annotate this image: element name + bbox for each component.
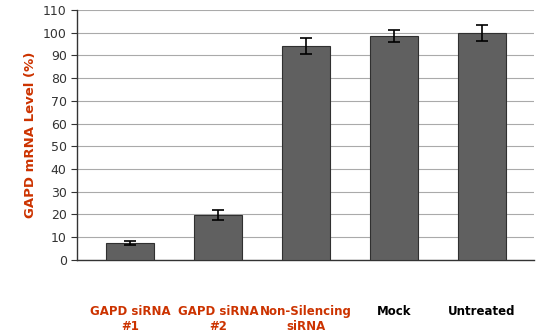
Bar: [370, 36, 418, 260]
Text: GAPD siRNA
#1: GAPD siRNA #1: [90, 305, 170, 333]
Bar: [106, 243, 154, 260]
Bar: [193, 215, 242, 260]
Text: Untreated: Untreated: [448, 305, 515, 318]
Bar: [282, 46, 330, 260]
Y-axis label: GAPD mRNA Level (%): GAPD mRNA Level (%): [24, 52, 37, 218]
Text: GAPD siRNA
#2: GAPD siRNA #2: [177, 305, 258, 333]
Text: Mock: Mock: [376, 305, 411, 318]
Bar: [457, 33, 506, 260]
Text: Non-Silencing
siRNA: Non-Silencing siRNA: [260, 305, 352, 333]
